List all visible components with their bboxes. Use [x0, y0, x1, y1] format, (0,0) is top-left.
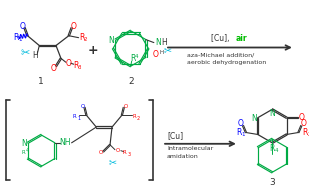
Text: R: R	[22, 150, 26, 155]
Text: R: R	[13, 33, 19, 42]
Text: 3: 3	[127, 152, 130, 157]
Text: [Cu],: [Cu],	[211, 34, 232, 43]
Text: R: R	[303, 128, 308, 137]
Text: R: R	[236, 128, 242, 137]
Text: O: O	[153, 50, 159, 59]
Text: aza-Michael addition/: aza-Michael addition/	[187, 53, 254, 58]
Text: O: O	[238, 119, 244, 128]
Text: O: O	[99, 150, 103, 155]
Text: 1: 1	[241, 132, 245, 137]
Text: O: O	[124, 104, 128, 109]
Text: N: N	[269, 109, 275, 118]
Text: 1: 1	[18, 37, 21, 42]
Text: R: R	[123, 150, 127, 155]
Text: 1: 1	[77, 116, 80, 121]
Text: ✂: ✂	[109, 157, 117, 167]
Text: amidation: amidation	[167, 154, 199, 159]
Text: N: N	[251, 114, 257, 123]
Text: N: N	[155, 38, 161, 47]
Text: ✂: ✂	[21, 48, 30, 58]
Text: 4: 4	[26, 148, 29, 153]
Text: ✂: ✂	[163, 45, 172, 55]
Text: O: O	[51, 64, 57, 73]
Text: R: R	[130, 54, 135, 63]
Text: NH: NH	[59, 138, 70, 147]
Text: O: O	[71, 22, 77, 31]
Text: 2: 2	[137, 116, 140, 121]
Text: R: R	[269, 144, 275, 153]
Text: H: H	[161, 38, 167, 47]
Text: +: +	[88, 44, 99, 57]
Text: O: O	[80, 104, 85, 109]
Text: 1: 1	[38, 77, 44, 86]
Text: 2: 2	[128, 77, 133, 86]
Text: 3: 3	[78, 65, 81, 70]
Text: H: H	[32, 51, 38, 60]
Text: 3: 3	[269, 178, 275, 187]
Text: O: O	[20, 22, 26, 31]
Text: H: H	[160, 50, 164, 55]
Text: O: O	[298, 113, 304, 122]
Text: O: O	[116, 148, 120, 153]
Text: N: N	[108, 36, 114, 45]
Text: 2: 2	[84, 37, 87, 42]
Text: air: air	[236, 34, 248, 43]
Text: O: O	[300, 119, 306, 128]
Text: R: R	[133, 114, 137, 119]
Text: aerobic dehydrogenation: aerobic dehydrogenation	[187, 60, 266, 65]
Text: 2: 2	[307, 132, 309, 137]
Text: N: N	[21, 139, 27, 148]
Text: [Cu]: [Cu]	[167, 131, 183, 140]
Text: O: O	[66, 59, 72, 68]
Text: R: R	[73, 61, 78, 70]
Text: R: R	[79, 33, 84, 42]
Text: Intramolecular: Intramolecular	[167, 146, 213, 151]
Text: 4: 4	[135, 54, 138, 59]
Text: 4: 4	[274, 148, 278, 153]
Text: R: R	[73, 114, 77, 119]
